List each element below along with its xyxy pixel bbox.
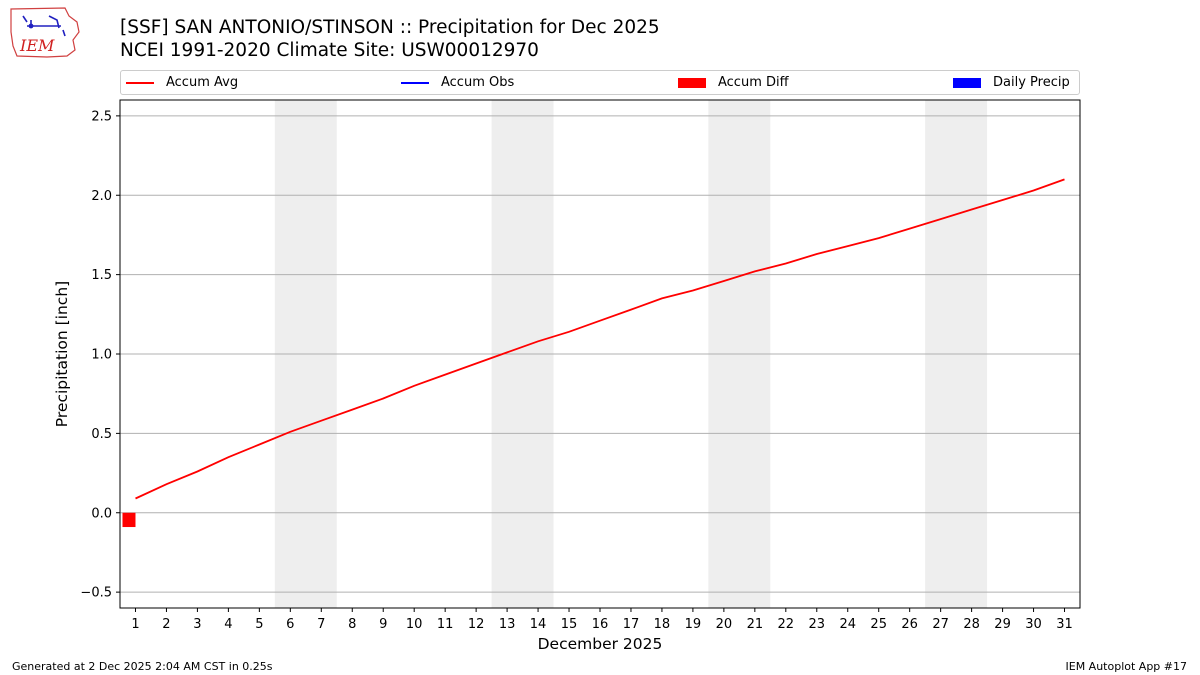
legend-entry-accum-obs: Accum Obs: [401, 71, 514, 94]
autoplot-note: IEM Autoplot App #17: [1065, 660, 1188, 673]
x-tick-label-2: 3: [193, 617, 201, 632]
legend-swatch-accum-avg: [126, 81, 154, 84]
x-tick-label-7: 8: [348, 617, 356, 632]
x-tick-label-14: 15: [561, 617, 578, 632]
x-tick-label-22: 23: [809, 617, 826, 632]
svg-text:IEM: IEM: [19, 36, 55, 55]
legend-swatch-accum-diff: [678, 77, 706, 88]
bar-accum-diff-1: [122, 512, 136, 528]
y-tick-label-5: 2.0: [91, 189, 112, 204]
chart-title: [SSF] SAN ANTONIO/STINSON :: Precipitati…: [120, 17, 660, 38]
x-tick-label-21: 22: [778, 617, 795, 632]
x-tick-label-23: 24: [839, 617, 856, 632]
x-tick-label-25: 26: [901, 617, 918, 632]
x-tick-label-17: 18: [654, 617, 671, 632]
y-tick-label-3: 1.0: [91, 348, 112, 363]
legend-swatch-daily-precip: [953, 77, 981, 88]
x-tick-label-11: 12: [468, 617, 485, 632]
x-tick-label-15: 16: [592, 617, 609, 632]
legend-label-accum-avg: Accum Avg: [166, 75, 239, 90]
x-tick-label-29: 30: [1025, 617, 1042, 632]
iem-logo: IEM: [7, 6, 81, 60]
x-tick-label-5: 6: [286, 617, 294, 632]
x-tick-label-27: 28: [963, 617, 980, 632]
x-tick-label-30: 31: [1056, 617, 1073, 632]
y-axis-label: Precipitation [inch]: [53, 281, 71, 427]
legend-swatch-accum-obs: [401, 81, 429, 84]
x-tick-label-12: 13: [499, 617, 516, 632]
x-tick-label-4: 5: [255, 617, 263, 632]
chart-legend: Accum Avg Accum Obs Accum Diff Daily Pre…: [120, 70, 1080, 95]
x-tick-label-0: 1: [131, 617, 139, 632]
x-tick-label-8: 9: [379, 617, 387, 632]
y-tick-label-4: 1.5: [91, 268, 112, 283]
y-tick-label-6: 2.5: [91, 109, 112, 124]
x-tick-label-26: 27: [932, 617, 949, 632]
x-tick-label-16: 17: [623, 617, 640, 632]
legend-entry-accum-diff: Accum Diff: [678, 71, 789, 94]
legend-entry-accum-avg: Accum Avg: [126, 71, 238, 94]
legend-entry-daily-precip: Daily Precip: [953, 71, 1070, 94]
x-tick-label-24: 25: [870, 617, 887, 632]
generated-note: Generated at 2 Dec 2025 2:04 AM CST in 0…: [12, 660, 273, 673]
x-tick-label-13: 14: [530, 617, 547, 632]
x-axis-label: December 2025: [538, 635, 663, 653]
x-tick-label-6: 7: [317, 617, 325, 632]
x-tick-label-28: 29: [994, 617, 1011, 632]
x-tick-label-20: 21: [747, 617, 764, 632]
legend-label-accum-diff: Accum Diff: [718, 75, 789, 90]
x-tick-label-9: 10: [406, 617, 423, 632]
x-tick-label-19: 20: [716, 617, 733, 632]
y-tick-label-0: −0.5: [80, 586, 112, 601]
x-tick-label-18: 19: [685, 617, 702, 632]
y-tick-label-1: 0.0: [91, 506, 112, 521]
x-tick-label-10: 11: [437, 617, 454, 632]
x-tick-label-3: 4: [224, 617, 232, 632]
chart-subtitle: NCEI 1991-2020 Climate Site: USW00012970: [120, 40, 539, 61]
x-tick-label-1: 2: [162, 617, 170, 632]
series-line-accum-avg: [135, 178, 1065, 500]
y-tick-label-2: 0.5: [91, 427, 112, 442]
legend-label-daily-precip: Daily Precip: [993, 75, 1070, 90]
legend-label-accum-obs: Accum Obs: [441, 75, 515, 90]
